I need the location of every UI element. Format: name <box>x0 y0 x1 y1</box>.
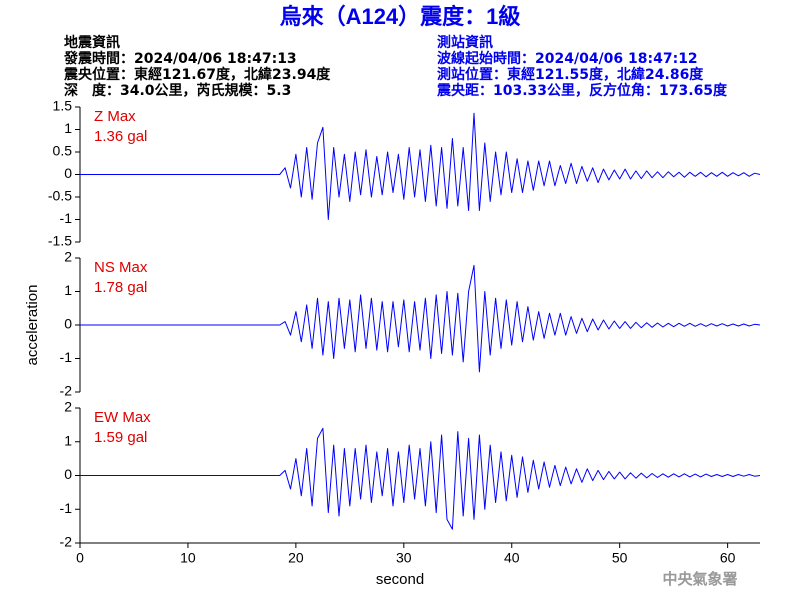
y-tick-label: 0 <box>64 466 72 482</box>
x-tick-label: 10 <box>180 550 196 566</box>
y-tick-label: 0 <box>64 316 72 332</box>
trace <box>80 112 761 220</box>
footer: 中央氣象署 <box>662 570 737 588</box>
y-tick-label: 0 <box>64 165 72 181</box>
y-tick-label: 2 <box>64 399 72 415</box>
y-tick-label: 1 <box>64 432 72 448</box>
y-tick-label: -0.5 <box>48 188 72 204</box>
y-tick-label: -2 <box>60 534 73 550</box>
y-tick-label: -1 <box>60 500 73 516</box>
y-tick-label: 1.5 <box>53 98 73 114</box>
trace <box>80 264 761 373</box>
info-left: 發震時間：2024/04/06 18:47:13 <box>63 50 297 67</box>
info-right: 測站位置：東經121.55度，北緯24.86度 <box>437 66 704 83</box>
annotation: 1.36 gal <box>94 128 147 145</box>
x-tick-label: 30 <box>396 550 412 566</box>
annotation: Z Max <box>94 108 136 125</box>
info-left: 地震資訊 <box>64 34 120 51</box>
x-tick-label: 60 <box>720 550 736 566</box>
annotation: 1.59 gal <box>94 429 147 446</box>
info-right: 波線起始時間：2024/04/06 18:47:12 <box>437 50 698 67</box>
info-right: 測站資訊 <box>437 34 493 51</box>
info-left: 震央位置：東經121.67度，北緯23.94度 <box>63 66 331 83</box>
title: 烏來（A124）震度：1級 <box>280 4 521 29</box>
y-tick-label: -1 <box>60 210 73 226</box>
x-tick-label: 40 <box>504 550 520 566</box>
y-tick-label: -1.5 <box>48 233 72 249</box>
info-right: 震央距：103.33公里，反方位角：173.65度 <box>436 82 728 99</box>
annotation: NS Max <box>94 259 148 276</box>
y-tick-label: 1 <box>64 282 72 298</box>
x-tick-label: 50 <box>612 550 628 566</box>
y-tick-label: -2 <box>60 383 73 399</box>
annotation: EW Max <box>94 409 151 426</box>
y-tick-label: 2 <box>64 249 72 265</box>
y-tick-label: 0.5 <box>53 143 73 159</box>
annotation: 1.78 gal <box>94 279 147 296</box>
trace <box>80 427 761 530</box>
y-axis-label: acceleration <box>24 285 41 366</box>
x-tick-label: 20 <box>288 550 304 566</box>
y-tick-label: 1 <box>64 120 72 136</box>
x-axis-label: second <box>376 571 424 588</box>
y-tick-label: -1 <box>60 349 73 365</box>
x-tick-label: 0 <box>76 550 84 566</box>
info-left: 深 度：34.0公里，芮氏規模：5.3 <box>64 82 291 99</box>
